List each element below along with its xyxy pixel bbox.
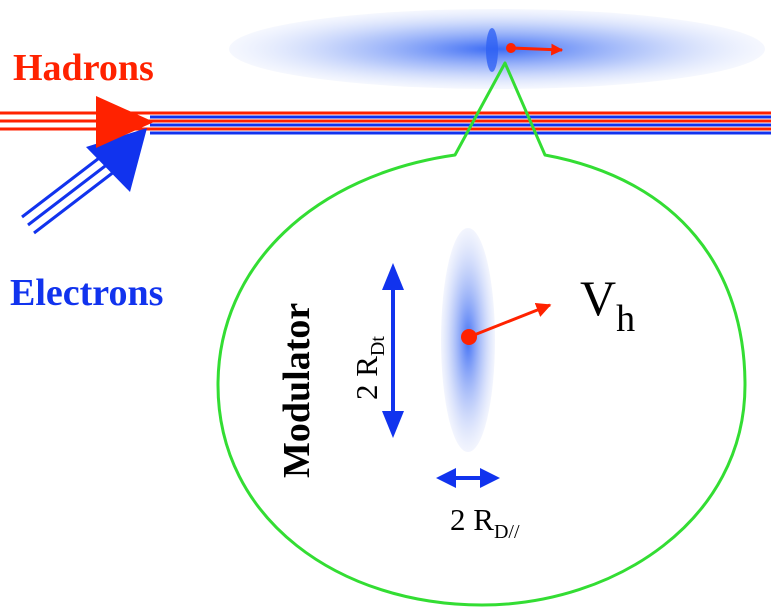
transverse-diameter-prefix: 2 R	[349, 356, 384, 400]
hadron-arrowhead	[96, 96, 154, 148]
modulator-callout-outline	[216, 61, 747, 607]
longitudinal-dimension-arrow	[436, 468, 500, 488]
transverse-diameter-sub: Dt	[367, 336, 389, 356]
transverse-dimension-arrow	[382, 263, 404, 438]
modulator-label: Modulator	[276, 303, 318, 478]
top-hadron-arrow	[510, 43, 564, 56]
longitudinal-diameter-sub: D//	[494, 521, 520, 543]
longitudinal-diameter-prefix: 2 R	[450, 502, 494, 537]
electron-injection-arrow	[21, 128, 147, 235]
transverse-diameter-label: 2 RDt	[349, 336, 389, 400]
velocity-symbol: V	[580, 270, 616, 326]
velocity-arrow	[468, 302, 552, 339]
longitudinal-diameter-label: 2 RD//	[450, 502, 520, 543]
velocity-label: Vh	[580, 270, 635, 340]
top-cloud-core	[486, 28, 498, 72]
electrons-label: Electrons	[10, 272, 163, 314]
velocity-subscript: h	[616, 298, 635, 340]
top-electron-cloud	[229, 9, 765, 89]
hadrons-label: Hadrons	[13, 47, 154, 89]
